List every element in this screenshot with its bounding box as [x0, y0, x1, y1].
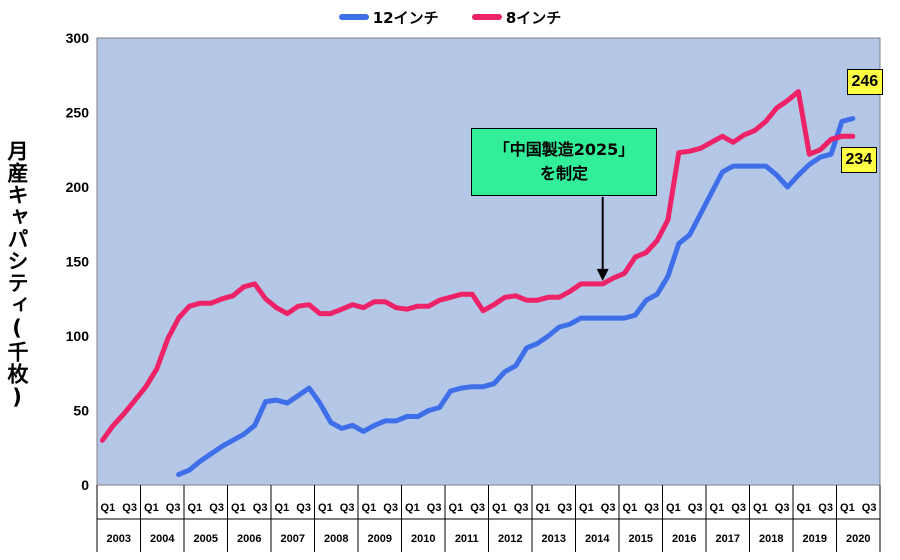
- x-year-label: 2007: [281, 533, 305, 545]
- y-tick-label: 0: [81, 477, 89, 493]
- x-year-label: 2009: [368, 533, 392, 545]
- end-value-label-12inch: 246: [846, 69, 883, 96]
- y-tick-label: 250: [66, 105, 90, 121]
- x-quarter-label: Q3: [253, 502, 268, 514]
- series-layer: [99, 89, 856, 478]
- x-quarter-label: Q1: [101, 502, 116, 514]
- x-quarter-label: Q1: [144, 502, 159, 514]
- legend-label-12inch: 12インチ: [372, 8, 439, 27]
- y-tick-label: 200: [66, 179, 90, 195]
- x-quarter-label: Q1: [666, 502, 681, 514]
- x-quarter-label: Q3: [775, 502, 790, 514]
- x-quarter-label: Q3: [557, 502, 572, 514]
- x-quarter-label: Q3: [644, 502, 659, 514]
- x-quarter-label: Q3: [383, 502, 398, 514]
- x-quarter-label: Q1: [362, 502, 377, 514]
- x-year-label: 2014: [585, 533, 610, 545]
- y-axis-title: 月産キャパシティ(千枚): [5, 140, 29, 410]
- x-year-label: 2018: [759, 533, 783, 545]
- x-quarter-label: Q1: [797, 502, 812, 514]
- x-quarter-label: Q1: [405, 502, 420, 514]
- x-quarter-label: Q3: [688, 502, 703, 514]
- x-quarter-label: Q1: [753, 502, 768, 514]
- y-tick-label: 100: [66, 328, 90, 344]
- x-quarter-label: Q3: [209, 502, 224, 514]
- x-year-label: 2019: [803, 533, 827, 545]
- x-quarter-label: Q3: [731, 502, 746, 514]
- legend-item-8inch: 8インチ: [471, 7, 562, 28]
- x-quarter-label: Q1: [275, 502, 290, 514]
- x-quarter-label: Q3: [340, 502, 355, 514]
- annotation-arrow: [596, 197, 609, 281]
- x-quarter-label: Q3: [601, 502, 616, 514]
- plot-area: [96, 37, 881, 486]
- x-quarter-label: Q1: [449, 502, 464, 514]
- y-tick-label: 50: [73, 403, 89, 419]
- x-quarter-label: Q1: [623, 502, 638, 514]
- x-quarter-label: Q1: [318, 502, 333, 514]
- x-year-label: 2010: [411, 533, 435, 545]
- y-axis-ticks: 0 50 100 150 200 250 300: [66, 30, 90, 493]
- x-quarter-label: Q1: [840, 502, 855, 514]
- x-year-label: 2017: [716, 533, 740, 545]
- x-quarter-label: Q3: [514, 502, 529, 514]
- annotation-box: 「中国製造2025」 を制定: [471, 128, 657, 196]
- series-line-8inch: [99, 89, 856, 443]
- x-quarter-label: Q1: [231, 502, 246, 514]
- x-quarter-label: Q1: [188, 502, 203, 514]
- x-quarter-label: Q3: [166, 502, 181, 514]
- series-line-12inch: [176, 116, 856, 478]
- annotation-arrow-head: [596, 268, 609, 281]
- x-quarter-label: Q3: [818, 502, 833, 514]
- x-quarter-label: Q3: [122, 502, 137, 514]
- x-year-label: 2016: [672, 533, 696, 545]
- x-quarter-label: Q1: [536, 502, 551, 514]
- x-year-label: 2006: [237, 533, 261, 545]
- legend-swatch-12inch: [338, 14, 369, 20]
- x-quarter-label: Q3: [470, 502, 485, 514]
- x-axis: Q1 Q3 Q1 Q3 Q1 Q3 Q1 Q3 Q1 Q3 Q1 Q3 Q1 Q3 Q1 Q3 Q1 Q3 Q1 Q3…: [96, 485, 881, 552]
- y-tick-label: 150: [66, 254, 90, 270]
- y-tick-label: 300: [66, 30, 90, 46]
- x-year-label: 2011: [455, 533, 479, 545]
- x-year-label: 2013: [542, 533, 566, 545]
- x-quarter-label: Q1: [579, 502, 594, 514]
- x-quarter-label: Q1: [710, 502, 725, 514]
- x-year-label: 2015: [629, 533, 653, 545]
- legend: 12インチ 8インチ: [0, 6, 900, 28]
- x-year-label: 2005: [194, 533, 218, 545]
- x-quarter-label: Q3: [862, 502, 877, 514]
- x-year-label: 2003: [107, 533, 131, 545]
- legend-swatch-8inch: [471, 14, 502, 20]
- annotation-line-2: を制定: [539, 164, 588, 183]
- x-year-label: 2020: [846, 533, 870, 545]
- x-quarter-label: Q3: [296, 502, 311, 514]
- annotation-line-1: 「中国製造2025」: [493, 140, 635, 159]
- x-year-label: 2008: [324, 533, 348, 545]
- x-year-label: 2004: [150, 533, 175, 545]
- x-quarter-label: Q1: [492, 502, 507, 514]
- legend-item-12inch: 12インチ: [338, 7, 439, 28]
- x-quarter-label: Q3: [427, 502, 442, 514]
- legend-label-8inch: 8インチ: [505, 8, 562, 27]
- end-value-label-8inch: 234: [840, 147, 877, 174]
- x-year-label: 2012: [498, 533, 522, 545]
